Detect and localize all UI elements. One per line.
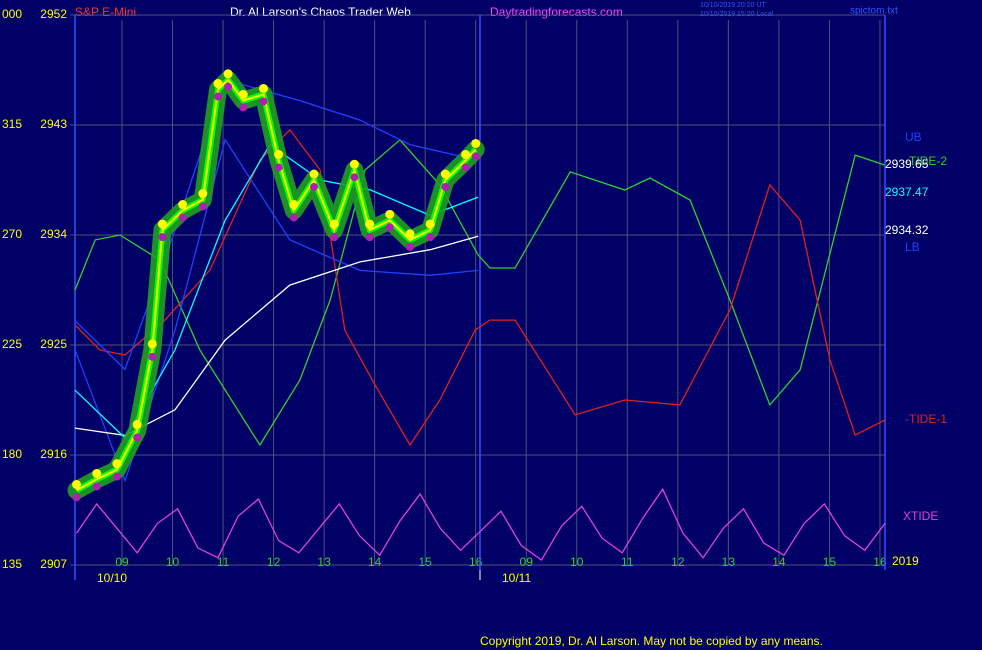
x-tick-label: 13 [722, 555, 736, 569]
low-dot [224, 82, 233, 91]
series-label: -TIDE-1 [905, 412, 947, 426]
low-dot [239, 103, 248, 112]
x-tick-label: 15 [823, 555, 837, 569]
low-dot [365, 233, 374, 242]
low-dot [426, 233, 435, 242]
low-dot [148, 352, 157, 361]
y2-tick-label: 180 [2, 447, 22, 461]
series-line [75, 487, 886, 562]
low-dot [471, 152, 480, 161]
file-name: spjctom.txt [850, 6, 898, 17]
series-label: LB [905, 240, 920, 254]
copyright: Copyright 2019, Dr. Al Larson. May not b… [480, 634, 823, 648]
series-line [76, 78, 477, 492]
price-dot [440, 169, 450, 179]
series-label: -TIDE-2 [905, 154, 947, 168]
low-dot [441, 183, 450, 191]
y-tick-label: 2925 [40, 337, 67, 351]
x-tick-label: 11 [217, 555, 230, 569]
low-dot [289, 213, 298, 222]
date-label: 10/11 [502, 571, 531, 585]
price-dot [405, 229, 415, 239]
x-tick-label: 10 [166, 555, 180, 569]
y2-tick-label: 270 [2, 227, 22, 241]
price-dot [147, 339, 157, 349]
low-dot [92, 482, 101, 491]
x-tick-label: 15 [418, 555, 432, 569]
low-dot [72, 493, 81, 502]
low-dot [178, 213, 187, 222]
x-tick-label: 16 [873, 555, 887, 569]
low-dot [310, 183, 319, 191]
end-value: 2939.65 [885, 157, 929, 171]
x-tick-label: 09 [520, 555, 534, 569]
price-dot [471, 138, 481, 148]
y2-tick-label: 225 [2, 337, 22, 351]
y2-tick-label: 315 [2, 117, 22, 131]
price-dot [258, 83, 268, 93]
low-dot [330, 233, 339, 242]
low-dot [198, 202, 207, 211]
price-dot [132, 420, 142, 430]
price-dot [178, 200, 188, 210]
x-tick-label: 14 [368, 555, 382, 569]
low-dot [406, 242, 415, 251]
x-tick-label: 09 [115, 555, 129, 569]
low-dot [158, 233, 167, 242]
price-dot [309, 169, 319, 179]
y-tick-label: 2934 [40, 227, 67, 241]
price-dot [329, 219, 339, 229]
end-value: 2937.47 [885, 185, 929, 199]
price-dot [365, 219, 375, 229]
x-tick-label: 12 [671, 555, 685, 569]
low-dot [350, 173, 359, 182]
low-dot [112, 472, 121, 481]
date-label: 10/10 [97, 571, 127, 585]
price-dot [349, 159, 359, 169]
source: Daytradingforecasts.com [490, 5, 623, 19]
price-dot [198, 189, 208, 199]
price-dot [72, 479, 82, 489]
instrument: S&P E-Mini [75, 5, 136, 19]
price-dot [274, 149, 284, 159]
low-dot [274, 163, 283, 172]
price-dot [92, 468, 102, 478]
price-dot [223, 69, 233, 79]
x-tick-label: 12 [267, 555, 281, 569]
price-dot [289, 200, 299, 210]
timestamp: 10/10/2019 20:20 UT [700, 2, 766, 9]
y-tick-label: 2943 [40, 117, 67, 131]
price-dot [238, 90, 248, 100]
x-tick-label: 10 [570, 555, 584, 569]
price-dot [112, 459, 122, 469]
price-dot [385, 209, 395, 219]
price-dot [461, 149, 471, 159]
low-dot [259, 97, 268, 106]
x-tick-label: 14 [772, 555, 786, 569]
low-dot [385, 223, 394, 232]
y-tick-label: 2916 [40, 447, 67, 461]
end-value: 2934.32 [885, 223, 929, 237]
low-dot [214, 92, 223, 101]
series-label: XTIDE [903, 509, 938, 523]
timestamp: 10/10/2019 15:20 Local [700, 11, 774, 18]
price-dot [157, 219, 167, 229]
y-tick-label: 2907 [40, 557, 67, 571]
year: 2019 [892, 554, 919, 568]
y-tick-label: 2952 [40, 7, 67, 21]
chart-title: Dr. Al Larson's Chaos Trader Web [230, 5, 411, 19]
low-dot [461, 163, 470, 172]
x-tick-label: 11 [621, 555, 634, 569]
price-dot [213, 79, 223, 89]
price-dot [425, 219, 435, 229]
x-tick-label: 13 [317, 555, 331, 569]
series-label: UB [905, 130, 922, 144]
low-dot [133, 433, 142, 442]
y2-tick-label: 000 [2, 7, 22, 21]
y2-tick-label: 135 [2, 557, 22, 571]
